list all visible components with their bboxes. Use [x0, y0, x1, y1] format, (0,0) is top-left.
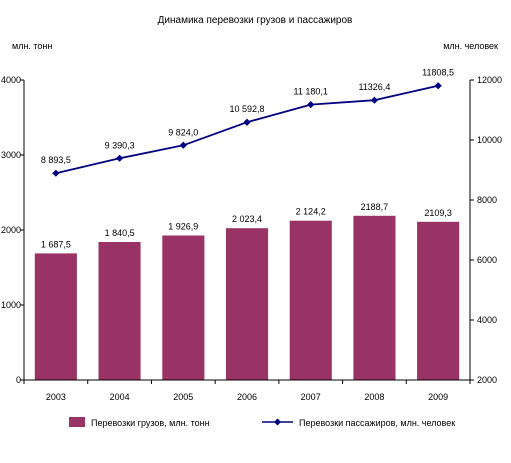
legend: Перевозки грузов, млн. тонн Перевозки па… [69, 417, 455, 428]
x-tick-label: 2003 [46, 392, 66, 402]
bar-value-label: 2 023,4 [232, 214, 262, 224]
right-axis-unit: млн. человек [443, 41, 498, 51]
x-tick-label: 2005 [173, 392, 193, 402]
bar-2005 [162, 235, 205, 380]
passenger-value-label: 9 824,0 [168, 127, 198, 137]
left-tick-label: 0 [16, 375, 21, 385]
bar-value-label: 1 840,5 [105, 228, 135, 238]
bar-2006 [226, 228, 269, 380]
left-axis-unit: млн. тонн [12, 41, 52, 51]
bar-2007 [289, 220, 332, 380]
right-tick-label: 4000 [477, 315, 497, 325]
bar-value-label: 1 687,5 [41, 239, 71, 249]
passenger-value-label: 10 592,8 [229, 104, 264, 114]
bar-value-label: 2109,3 [424, 208, 452, 218]
x-tick-label: 2004 [110, 392, 130, 402]
bar-value-label: 1 926,9 [168, 222, 198, 232]
bar-2008 [353, 215, 396, 380]
legend-swatch-bars [69, 417, 85, 427]
passenger-value-label: 8 893,5 [41, 155, 71, 165]
passenger-value-label: 9 390,3 [105, 140, 135, 150]
passenger-point-2005 [179, 141, 187, 149]
passenger-point-2006 [243, 118, 251, 126]
passenger-series-line [55, 84, 439, 175]
right-tick-label: 6000 [477, 255, 497, 265]
passenger-point-2004 [115, 154, 124, 162]
left-tick-label: 3000 [1, 150, 21, 160]
left-tick-label: 2000 [1, 225, 21, 235]
legend-label-line: Перевозки пассажиров, млн. человек [299, 418, 455, 428]
passenger-point-2003 [52, 169, 60, 177]
x-tick-label: 2009 [428, 392, 448, 402]
passenger-value-label: 11808,5 [422, 68, 454, 78]
bar-value-label: 2188,7 [361, 202, 389, 212]
passenger-point-2007 [307, 100, 315, 109]
passenger-point-2009 [434, 82, 442, 90]
legend-label-bars: Перевозки грузов, млн. тонн [91, 418, 210, 428]
bar-2003 [34, 253, 77, 380]
left-tick-label: 4000 [1, 75, 21, 85]
chart-title: Динамика перевозки грузов и пассажиров [158, 15, 353, 26]
left-tick-label: 1000 [1, 300, 21, 310]
right-tick-label: 2000 [477, 375, 497, 385]
right-tick-label: 12000 [477, 75, 502, 85]
right-tick-label: 10000 [477, 135, 502, 145]
bar-2004 [98, 242, 141, 380]
x-tick-label: 2006 [237, 392, 257, 402]
bar-value-label: 2 124,2 [296, 207, 326, 217]
passenger-point-2008 [370, 96, 379, 104]
passenger-value-label: 11 180,1 [294, 87, 328, 97]
right-tick-label: 8000 [477, 195, 497, 205]
x-tick-label: 2007 [301, 392, 321, 402]
x-tick-label: 2008 [364, 392, 384, 402]
passenger-value-label: 11326,4 [358, 82, 390, 92]
bar-2009 [417, 221, 460, 380]
legend-swatch-marker [274, 418, 281, 426]
